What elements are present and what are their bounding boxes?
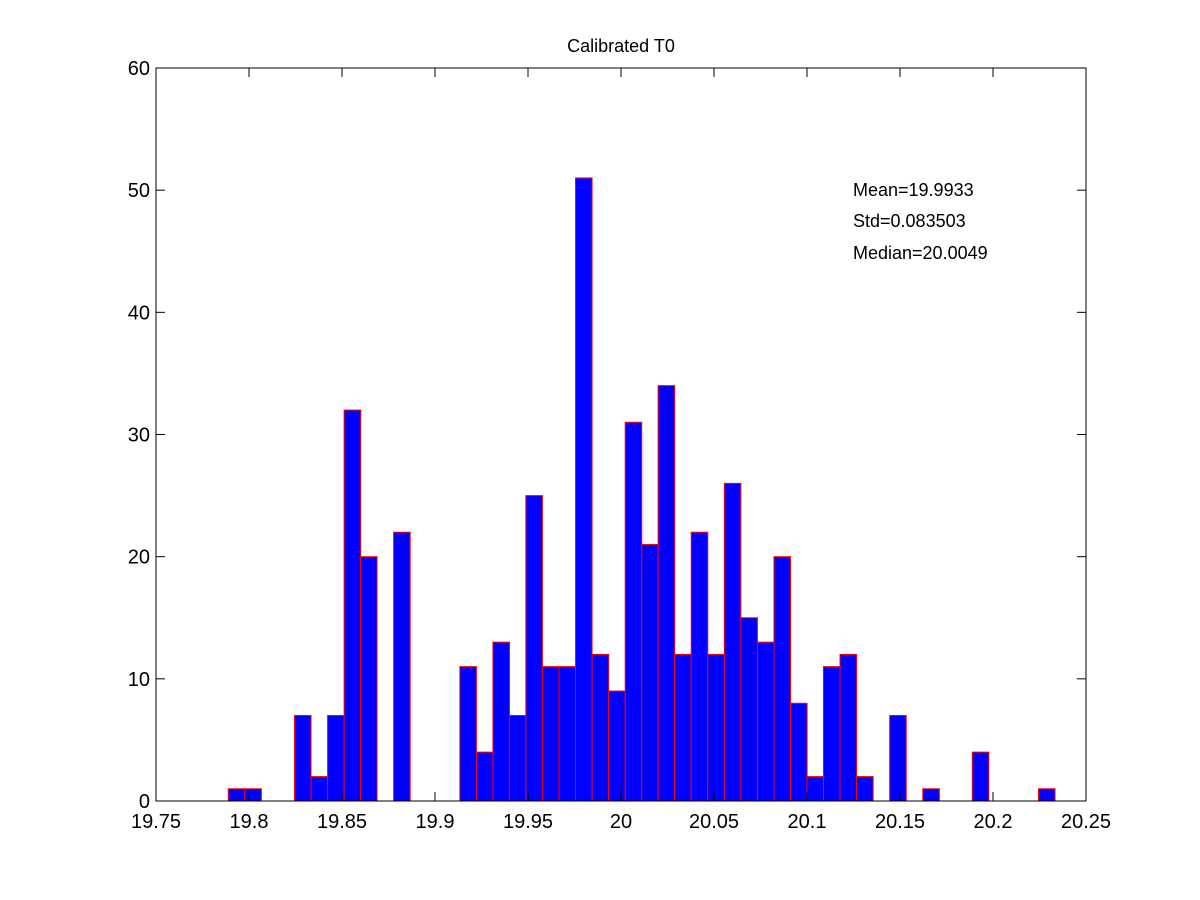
histogram-bar (293, 714, 312, 802)
stats-annotation: Mean=19.9933 Std=0.083503 Median=20.0049 (853, 180, 988, 263)
histogram-bar (459, 666, 477, 802)
histogram-bar (360, 556, 378, 802)
histogram-bar (674, 653, 692, 802)
x-tick-label: 20 (610, 811, 632, 833)
histogram-bar (773, 556, 792, 802)
histogram-bar (971, 751, 990, 802)
x-tick-label: 19.95 (503, 811, 553, 833)
histogram-bar (310, 776, 329, 802)
y-tick-label: 50 (128, 180, 150, 202)
histogram-bar (790, 702, 808, 802)
axes-box (155, 67, 1087, 802)
histogram-bar (227, 788, 246, 802)
histogram-bar (740, 617, 758, 802)
annotation-std: Std=0.083503 (853, 211, 966, 231)
histogram-bar (475, 751, 494, 802)
histogram-bar (641, 543, 659, 802)
histogram-bar (806, 776, 824, 802)
y-tick-label: 10 (128, 669, 150, 691)
histogram-bar (690, 531, 709, 802)
x-tick-label: 20.05 (689, 811, 739, 833)
y-tick-label: 60 (128, 58, 150, 80)
plot-area (156, 68, 1086, 801)
histogram-bar (839, 653, 858, 802)
histogram-bars (227, 177, 1056, 802)
histogram-bar (591, 653, 610, 802)
y-tick-label: 0 (139, 791, 150, 813)
x-tick-label: 19.75 (131, 811, 181, 833)
histogram-bar (327, 714, 345, 802)
histogram-bar (756, 641, 775, 802)
histogram-bar (822, 666, 841, 802)
x-tick-label: 19.8 (230, 811, 269, 833)
x-tick-label: 19.85 (317, 811, 367, 833)
y-tick-label: 40 (128, 302, 150, 324)
histogram-bar (525, 495, 543, 802)
histogram-bar (856, 776, 874, 802)
x-tick-label: 20.1 (788, 811, 827, 833)
histogram-bar (707, 653, 725, 802)
x-tick-labels: 19.75 19.8 19.85 19.9 19.95 20 20.05 20.1 20.15 2… (131, 811, 1111, 833)
histogram-bar (624, 421, 643, 802)
y-tick-label: 30 (128, 425, 150, 447)
histogram-bar (343, 409, 362, 802)
y-tick-label: 20 (128, 547, 150, 569)
chart-title: Calibrated T0 (567, 36, 675, 56)
histogram-bar (608, 690, 626, 802)
annotation-mean: Mean=19.9933 (853, 180, 974, 200)
histogram-bar (723, 482, 742, 802)
x-tick-label: 19.9 (416, 811, 455, 833)
annotation-median: Median=20.0049 (853, 243, 988, 263)
histogram-bar (541, 666, 560, 802)
histogram-bar (393, 531, 411, 802)
histogram-bar (575, 177, 593, 802)
histogram-bar (889, 714, 907, 802)
x-tick-label: 20.25 (1061, 811, 1111, 833)
histogram-bar (1037, 788, 1056, 802)
histogram-bar (922, 788, 940, 802)
x-tick-label: 20.15 (875, 811, 925, 833)
histogram-bar (508, 714, 527, 802)
histogram-bar (657, 385, 676, 802)
y-tick-labels: 0 10 20 30 40 50 60 (128, 58, 150, 813)
histogram-bar (244, 788, 262, 802)
x-tick-label: 20.2 (974, 811, 1013, 833)
histogram-bar (558, 666, 577, 802)
histogram-bar (492, 641, 510, 802)
